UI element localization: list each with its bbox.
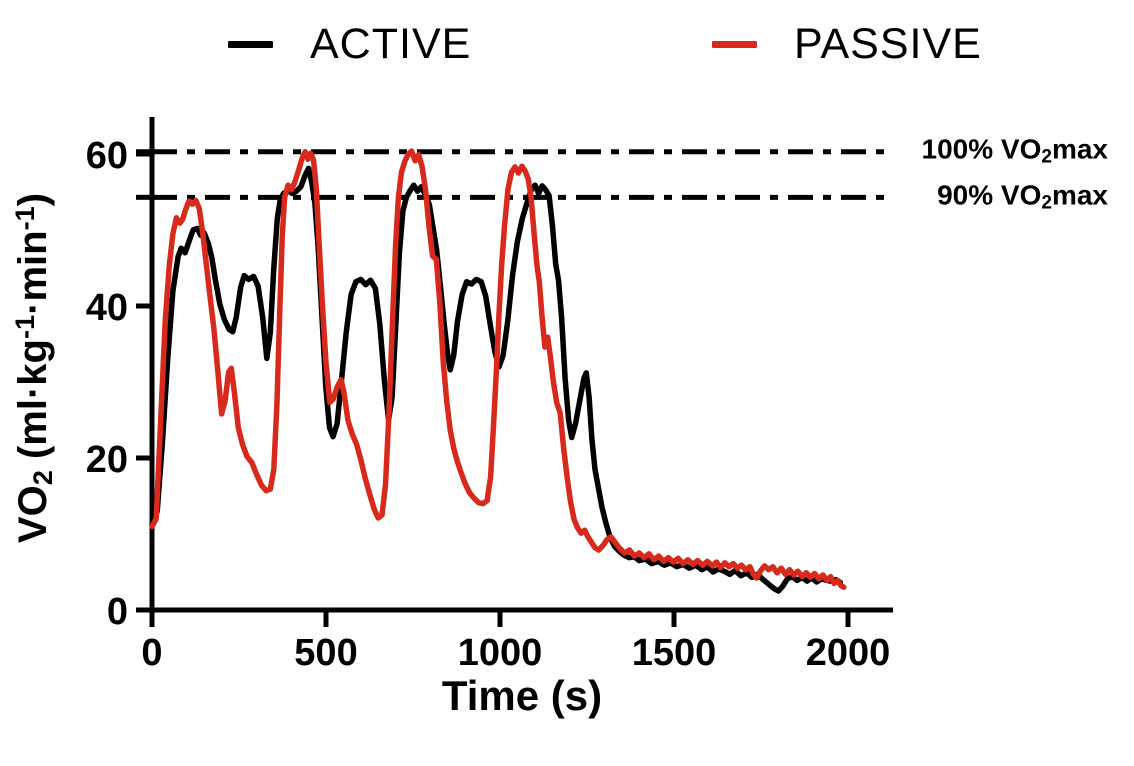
subscript: 2 (26, 470, 58, 486)
subscript: 2 (1041, 192, 1052, 214)
x-tick-label: 0 (141, 632, 162, 674)
y-tick-label: 0 (107, 591, 128, 633)
series-line-passive (149, 148, 847, 590)
passive-line-icon (712, 40, 757, 48)
legend-item-active: ACTIVE (228, 20, 471, 68)
superscript: -1 (9, 206, 41, 231)
y-tick-label: 40 (86, 287, 128, 329)
text-segment: max (1051, 179, 1108, 211)
y-axis-title: VO2 (ml·kg-1·min-1) (9, 193, 59, 543)
legend-label-active: ACTIVE (310, 20, 472, 68)
legend-item-passive: PASSIVE (712, 20, 982, 68)
x-axis-title: Time (s) (442, 672, 602, 720)
text-segment: (ml·kg (11, 339, 56, 471)
subscript: 2 (1041, 146, 1052, 168)
ref-line-label-90pct-vo2max: 90% VO2max (937, 180, 1108, 215)
text-segment: VO (11, 485, 56, 544)
text-segment: 100% VO (921, 133, 1042, 165)
text-segment: max (1051, 133, 1108, 165)
text-segment: Time (s) (441, 672, 603, 719)
x-tick-label: 500 (294, 632, 357, 674)
y-tick-label: 20 (86, 439, 128, 481)
text-segment: 90% VO (937, 179, 1042, 211)
text-segment: ·min (11, 230, 56, 315)
x-tick-label: 2000 (806, 632, 891, 674)
y-tick-label: 60 (86, 135, 128, 177)
ref-line-label-100pct-vo2max: 100% VO2max (922, 134, 1109, 169)
superscript: -1 (9, 314, 41, 340)
active-line-icon (228, 40, 273, 48)
x-tick-label: 1000 (458, 632, 543, 674)
x-tick-label: 1500 (632, 632, 717, 674)
legend: ACTIVE PASSIVE (0, 0, 1134, 80)
text-segment: ) (11, 192, 56, 207)
series-line-active (149, 165, 844, 594)
legend-label-passive: PASSIVE (794, 20, 982, 68)
